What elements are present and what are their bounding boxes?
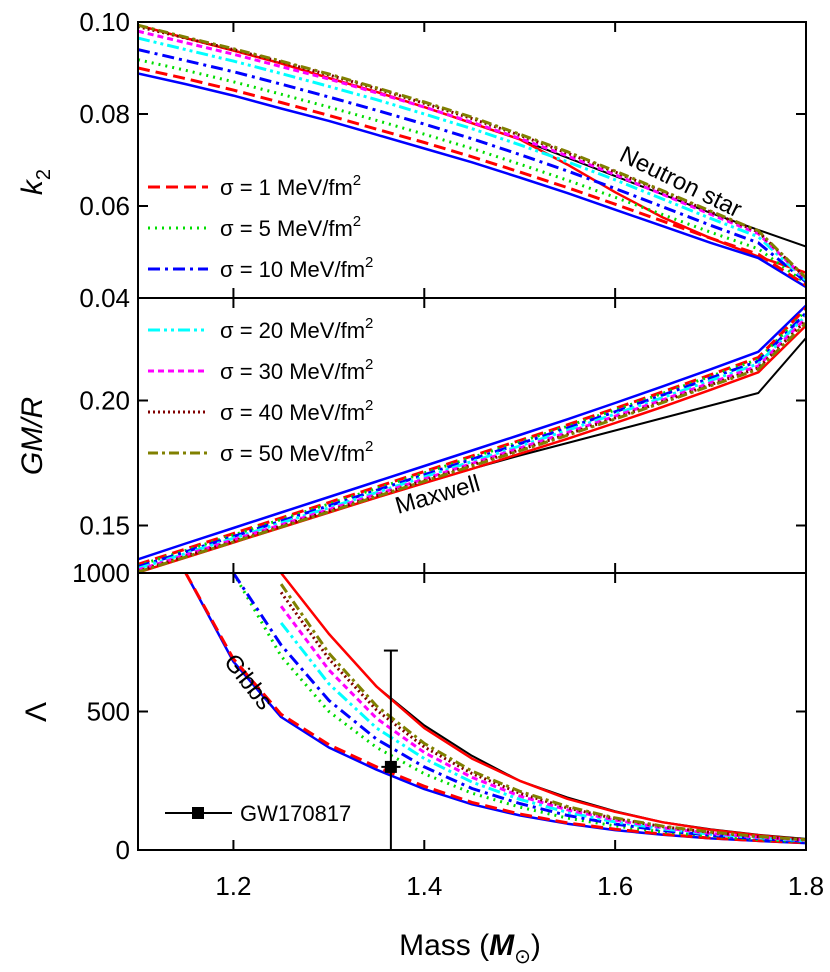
x-axis-title-symbol: M	[489, 929, 515, 962]
annotation-gibbs: Gibbs	[218, 649, 278, 715]
series-s20-k2	[138, 36, 806, 282]
series-s10-lambda	[232, 573, 806, 843]
series-s50-lambda	[279, 583, 806, 842]
y-tick-label-compactness: 0.15	[79, 511, 130, 541]
series-s30-k2	[138, 29, 806, 281]
panel-compactness: 0.15 0.20	[79, 297, 807, 574]
x-axis-title-suffix: )	[531, 929, 541, 962]
legend-label-s1: σ = 1 MeV/fm2	[220, 172, 361, 200]
series-s5-k2	[138, 58, 806, 285]
series-s40-lambda	[279, 591, 806, 842]
x-tick-label: 1.6	[597, 871, 633, 901]
series-s40-k2	[138, 25, 806, 280]
y-axis-title-k2-sub: 2	[33, 169, 55, 180]
x-tick-label: 1.8	[788, 871, 824, 901]
y-axis-title-compactness: GM/R	[16, 397, 49, 475]
series-s5-compactness	[138, 309, 806, 567]
gw170817-errorbar	[381, 649, 401, 850]
series-s5-lambda	[232, 573, 806, 844]
x-tick-label: 1.4	[406, 871, 442, 901]
panel-lambda: 0 500 1000 GW170817	[72, 558, 807, 865]
legend-label-s40: σ = 40 MeV/fm2	[220, 397, 373, 425]
legend: σ = 1 MeV/fm2 σ = 5 MeV/fm2 σ = 10 MeV/fm2…	[148, 172, 373, 466]
gw170817-legend-label: GW170817	[240, 801, 351, 826]
series-maxwell-lambda	[280, 573, 806, 842]
series-s1-k2	[138, 66, 806, 287]
annotation-neutron-star: Neutron star	[615, 141, 746, 223]
frame-lambda	[137, 572, 807, 851]
panel-k2: 0.04 0.06 0.08 0.10	[79, 7, 807, 313]
x-tick-label: 1.2	[215, 871, 251, 901]
x-axis: 1.2 1.4 1.6 1.8	[215, 871, 824, 901]
x-axis-title-prefix: Mass (	[399, 929, 489, 962]
plot-area-lambda	[184, 573, 806, 845]
series-s1-lambda	[184, 573, 806, 845]
series-s10-k2	[138, 48, 806, 284]
series-gibbs-k2	[138, 72, 806, 289]
series-neutron-star-lambda	[280, 573, 806, 840]
y-tick-label-compactness: 0.20	[79, 386, 130, 416]
x-axis-title: Mass (M⊙)	[399, 929, 541, 968]
y-tick-label-lambda: 0	[116, 835, 130, 865]
y-tick-label-lambda: 1000	[72, 558, 130, 588]
legend-label-s10: σ = 10 MeV/fm2	[220, 254, 373, 282]
series-s50-compactness	[138, 321, 806, 573]
y-tick-label-k2: 0.04	[79, 283, 130, 313]
legend-label-s30: σ = 30 MeV/fm2	[220, 356, 373, 384]
y-axis-title-k2-main: k	[16, 178, 49, 195]
legend-label-s5: σ = 5 MeV/fm2	[220, 213, 361, 241]
series-gibbs-compactness	[138, 304, 806, 561]
series-s30-lambda	[279, 605, 806, 842]
plot-area-k2	[138, 23, 806, 289]
y-axis-title-lambda: Λ	[20, 702, 53, 722]
y-tick-label-lambda: 500	[87, 697, 130, 727]
series-s10-compactness	[138, 311, 806, 569]
series-neutron-star-k2	[138, 24, 806, 248]
gw170817-legend: GW170817	[165, 801, 351, 826]
y-tick-label-k2: 0.08	[79, 99, 130, 129]
x-axis-title-subscript: ⊙	[514, 946, 531, 968]
y-tick-label-k2: 0.06	[79, 191, 130, 221]
series-s50-k2	[138, 23, 806, 279]
legend-label-s20: σ = 20 MeV/fm2	[220, 315, 373, 343]
plot-area-compactness	[138, 304, 806, 573]
y-tick-label-k2: 0.10	[79, 7, 130, 37]
y-axis-title-k2: k2	[16, 169, 55, 195]
legend-label-s50: σ = 50 MeV/fm2	[220, 438, 373, 466]
